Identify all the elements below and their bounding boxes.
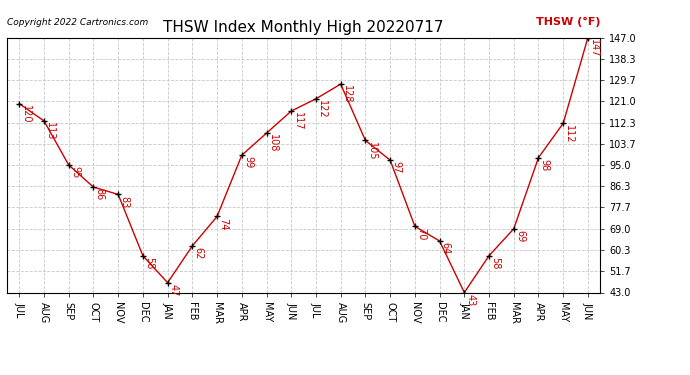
Text: 122: 122 <box>317 100 327 118</box>
Text: 74: 74 <box>218 218 228 230</box>
Text: 112: 112 <box>564 124 575 143</box>
Text: 62: 62 <box>194 247 204 259</box>
Text: 64: 64 <box>441 242 451 255</box>
Text: 120: 120 <box>21 105 30 123</box>
Text: 117: 117 <box>293 112 302 131</box>
Text: 58: 58 <box>491 257 500 269</box>
Text: THSW (°F): THSW (°F) <box>536 17 600 27</box>
Text: 147: 147 <box>589 39 599 57</box>
Text: 58: 58 <box>144 257 154 269</box>
Text: 69: 69 <box>515 230 525 242</box>
Text: 47: 47 <box>169 284 179 296</box>
Text: 95: 95 <box>70 166 80 178</box>
Text: 128: 128 <box>342 86 352 104</box>
Text: 43: 43 <box>466 294 475 306</box>
Text: 97: 97 <box>391 161 402 174</box>
Text: 108: 108 <box>268 134 278 153</box>
Text: 105: 105 <box>366 142 377 160</box>
Text: Copyright 2022 Cartronics.com: Copyright 2022 Cartronics.com <box>7 18 148 27</box>
Text: 86: 86 <box>95 188 105 201</box>
Text: 83: 83 <box>119 196 130 208</box>
Text: 70: 70 <box>416 228 426 240</box>
Title: THSW Index Monthly High 20220717: THSW Index Monthly High 20220717 <box>164 20 444 35</box>
Text: 113: 113 <box>46 122 55 141</box>
Text: 98: 98 <box>540 159 550 171</box>
Text: 99: 99 <box>243 156 253 169</box>
